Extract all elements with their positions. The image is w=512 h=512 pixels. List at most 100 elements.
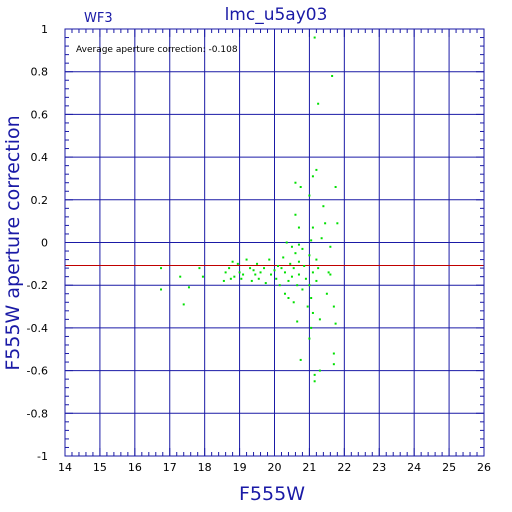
data-point [334, 322, 337, 325]
y-tick-labels: -1 -0.8 -0.6 -0.4 -0.2 0 0.2 0.4 0.6 0.8 1 [27, 23, 48, 463]
y-tick-label: -0.4 [27, 322, 48, 335]
grid [64, 28, 485, 457]
data-point [313, 380, 316, 383]
data-point [334, 185, 337, 188]
data-point [296, 320, 299, 323]
data-point [268, 258, 271, 261]
data-point [318, 318, 321, 321]
data-point [160, 288, 163, 291]
x-tick-label: 17 [163, 461, 177, 474]
data-point [287, 279, 290, 282]
data-point [315, 168, 318, 171]
y-tick-label: 0.4 [31, 151, 49, 164]
data-point [264, 282, 267, 285]
data-point [240, 277, 243, 280]
y-tick-label: -0.6 [27, 365, 48, 378]
data-point [275, 277, 278, 280]
data-point [296, 284, 299, 287]
data-point [201, 275, 204, 278]
data-point [310, 326, 313, 329]
data-point [252, 269, 255, 272]
data-point [329, 245, 332, 248]
data-point [332, 352, 335, 355]
data-point [263, 267, 266, 270]
data-point [310, 239, 313, 242]
data-point [285, 241, 288, 244]
data-point [332, 305, 335, 308]
data-point [245, 258, 248, 261]
data-point [294, 213, 297, 216]
data-point [303, 264, 306, 267]
data-point [198, 267, 201, 270]
data-point [249, 267, 252, 270]
data-point [294, 181, 297, 184]
data-point [318, 369, 321, 372]
data-point [179, 275, 182, 278]
y-axis-label: F555W aperture correction [2, 115, 24, 370]
data-point [228, 267, 231, 270]
plot-frame [64, 28, 485, 457]
data-point [229, 277, 232, 280]
average-annotation: Average aperture correction: -0.108 [76, 45, 238, 55]
data-point [294, 252, 297, 255]
data-point [231, 260, 234, 263]
data-point [311, 175, 314, 178]
data-point [297, 273, 300, 276]
data-point [273, 269, 276, 272]
data-point [256, 262, 259, 265]
x-tick-label: 25 [442, 461, 456, 474]
data-point [238, 271, 241, 274]
data-point [299, 185, 302, 188]
data-point [236, 262, 239, 265]
data-point [322, 205, 325, 208]
data-point [292, 267, 295, 270]
data-point [270, 273, 273, 276]
x-tick-label: 15 [93, 461, 107, 474]
x-tick-label: 21 [302, 461, 316, 474]
data-point [233, 275, 236, 278]
y-tick-label: 0.6 [31, 108, 49, 121]
data-point [308, 337, 311, 340]
data-point [283, 271, 286, 274]
data-point [290, 245, 293, 248]
data-point [306, 305, 309, 308]
data-point [317, 267, 320, 270]
data-point [297, 226, 300, 229]
x-tick-label: 22 [337, 461, 351, 474]
data-point [254, 273, 257, 276]
x-tick-label: 16 [128, 461, 142, 474]
data-point [222, 279, 225, 282]
y-tick-label: 0.8 [31, 66, 49, 79]
data-point [308, 254, 311, 257]
x-tick-label: 19 [233, 461, 247, 474]
data-point [332, 363, 335, 366]
data-point [311, 271, 314, 274]
data-point [280, 267, 283, 270]
data-point [259, 271, 262, 274]
y-tick-label: -1 [37, 450, 48, 463]
data-point [311, 311, 314, 314]
data-point [289, 262, 292, 265]
y-tick-label: 1 [41, 23, 48, 36]
data-point [336, 222, 339, 225]
data-point [301, 288, 304, 291]
data-point [282, 256, 285, 259]
data-point [304, 277, 307, 280]
data-point [320, 237, 323, 240]
y-tick-label: 0.2 [31, 194, 49, 207]
y-tick-label: 0 [41, 237, 48, 250]
data-point [299, 358, 302, 361]
data-point [308, 284, 311, 287]
chart-subtitle: WF3 [84, 11, 113, 26]
x-tick-label: 26 [477, 461, 491, 474]
data-point [250, 279, 253, 282]
data-point [327, 271, 330, 274]
x-axis-label: F555W [239, 483, 305, 505]
data-point [311, 226, 314, 229]
data-point [313, 373, 316, 376]
data-point [278, 284, 281, 287]
data-point [315, 258, 318, 261]
data-point [329, 273, 332, 276]
data-point [315, 279, 318, 282]
